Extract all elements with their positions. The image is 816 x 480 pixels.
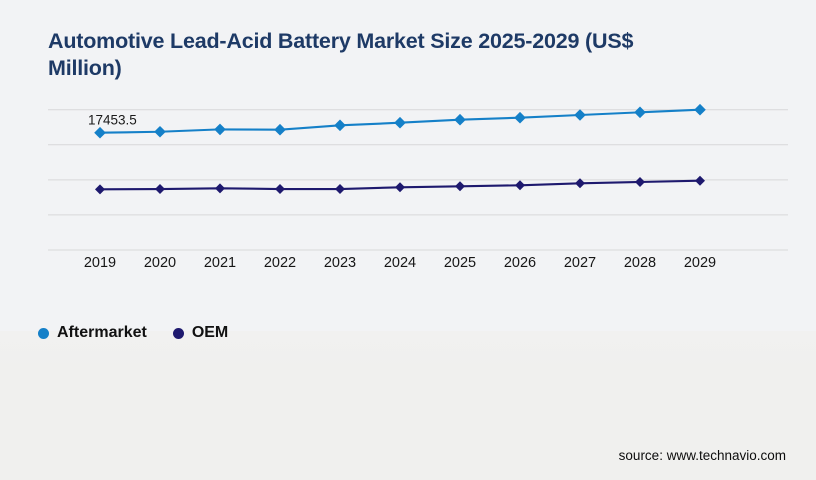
series-marker-aftermarket [94,126,106,139]
legend-item-oem: OEM [172,324,229,342]
series-marker-oem [575,178,585,189]
series-marker-oem [515,180,525,191]
series-marker-aftermarket [514,111,526,124]
series-marker-oem [695,175,705,186]
x-axis-label: 2029 [684,255,716,271]
series-marker-aftermarket [334,119,346,132]
legend-item-aftermarket: Aftermarket [38,324,147,342]
series-marker-oem [395,182,405,193]
x-axis-label: 2027 [564,255,596,271]
series-marker-oem [455,181,465,192]
series-marker-oem [335,184,345,195]
series-marker-aftermarket [574,109,586,121]
aftermarket-series-marker-icon [38,327,49,339]
series-marker-aftermarket [634,106,646,119]
x-axis-label: 2021 [204,255,236,271]
series-marker-aftermarket [454,113,466,126]
line-chart: 17453.5 2019 2020 2021 2022 2023 2024 2025 2026 2… [48,88,788,280]
x-axis-label: 2024 [384,255,416,271]
series-marker-oem [635,177,645,188]
x-axis-label: 2026 [504,255,536,271]
series-marker-oem [215,183,225,194]
series-marker-aftermarket [394,116,406,129]
series-marker-aftermarket [274,123,286,136]
chart-title: Automotive Lead-Acid Battery Market Size… [48,29,634,81]
x-axis-label: 2028 [624,255,656,271]
data-label: 17453.5 [88,113,137,128]
series-marker-oem [275,184,285,195]
page-lower-background [0,331,816,480]
series-marker-aftermarket [154,125,166,138]
series-marker-aftermarket [694,103,706,116]
chart-legend: Aftermarket OEM [38,324,228,342]
series-marker-oem [155,184,165,195]
source-attribution: source: www.technavio.com [618,448,786,463]
x-axis-label: 2025 [444,255,476,271]
oem-series-marker-icon [172,327,184,339]
legend-label-oem: OEM [191,324,229,341]
series-marker-aftermarket [214,123,226,136]
chart-canvas: 17453.5 2019 2020 2021 2022 2023 2024 2025 2026 2… [48,103,788,271]
series-marker-oem [95,184,105,195]
x-axis-label: 2023 [324,255,356,271]
x-axis-label: 2022 [264,255,296,271]
x-axis-label: 2019 [84,255,116,271]
x-axis-label: 2020 [144,255,176,271]
legend-label-aftermarket: Aftermarket [57,324,147,341]
